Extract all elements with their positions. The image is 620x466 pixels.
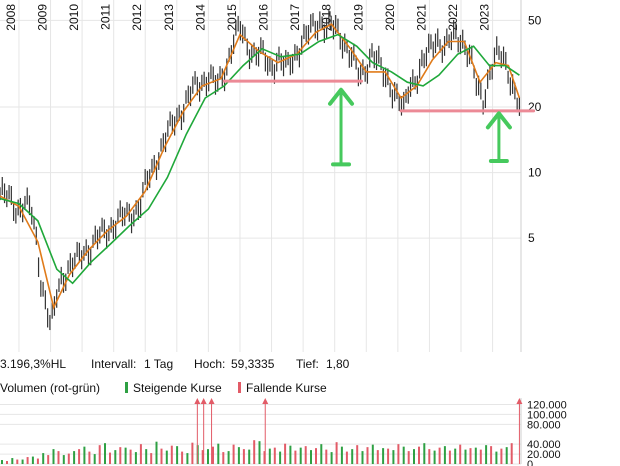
legend-rising-swatch (125, 382, 128, 393)
x-tick-label: 2015 (225, 4, 239, 31)
performance-value: 3.196,3%HL (0, 357, 67, 371)
legend-falling: Fallende Kurse (238, 381, 327, 395)
low-value: 1,80 (326, 357, 350, 371)
volume-tick-label: 0 (527, 459, 533, 466)
legend-rising-label: Steigende Kurse (133, 381, 222, 395)
short-moving-average-line (0, 23, 521, 310)
price-chart: 2008 2009 2010 2011 2012 2013 2014 2015 2016 2017… (0, 0, 542, 352)
x-tick-label: 2012 (130, 4, 144, 31)
x-tick-label: 2010 (67, 4, 81, 31)
high-value: 59,3335 (231, 357, 275, 371)
y-tick-label: 10 (528, 166, 542, 180)
volume-spike-arrow (262, 398, 269, 404)
volume-spike-arrow (516, 398, 523, 404)
legend-falling-label: Fallende Kurse (246, 381, 327, 395)
volume-tick-label: 80.000 (527, 419, 561, 431)
x-tick-label: 2023 (478, 4, 492, 31)
x-tick-label: 2020 (383, 4, 397, 31)
volume-tick-label: 100.000 (527, 409, 567, 421)
x-tick-label: 2016 (257, 4, 271, 31)
volume-tick-label: 40.000 (527, 439, 561, 451)
y-tick-label: 5 (528, 231, 535, 245)
x-tick-label: 2022 (446, 4, 460, 31)
legend-falling-swatch (238, 382, 241, 393)
long-moving-average-line (0, 33, 520, 285)
x-tick-label: 2017 (288, 4, 302, 31)
x-tick-label: 2014 (193, 4, 207, 31)
x-tick-label: 2011 (99, 4, 113, 30)
low-label: Tief: (296, 357, 319, 371)
x-tick-label: 2013 (162, 4, 176, 31)
legend-rising: Steigende Kurse (125, 381, 222, 395)
y-tick-label: 50 (528, 13, 542, 27)
x-tick-label: 2008 (4, 4, 18, 31)
volume-tick-label: 120.000 (527, 399, 567, 411)
volume-spike-arrow (194, 398, 201, 404)
volume-tick-label: 20.000 (527, 449, 561, 461)
interval-value: 1 Tag (144, 357, 174, 371)
volume-spike-arrow (200, 398, 207, 404)
x-tick-label: 2009 (36, 4, 50, 31)
arrow-head (328, 87, 355, 106)
volume-title: Volumen (rot-grün) (0, 381, 101, 395)
volume-spike-arrow (208, 398, 215, 404)
interval-label: Intervall: (91, 357, 137, 371)
x-tick-label: 2021 (414, 4, 428, 31)
x-tick-label: 2018 (320, 4, 334, 31)
high-label: Hoch: (194, 357, 226, 371)
x-tick-label: 2019 (351, 4, 365, 31)
arrow-head (485, 111, 512, 130)
